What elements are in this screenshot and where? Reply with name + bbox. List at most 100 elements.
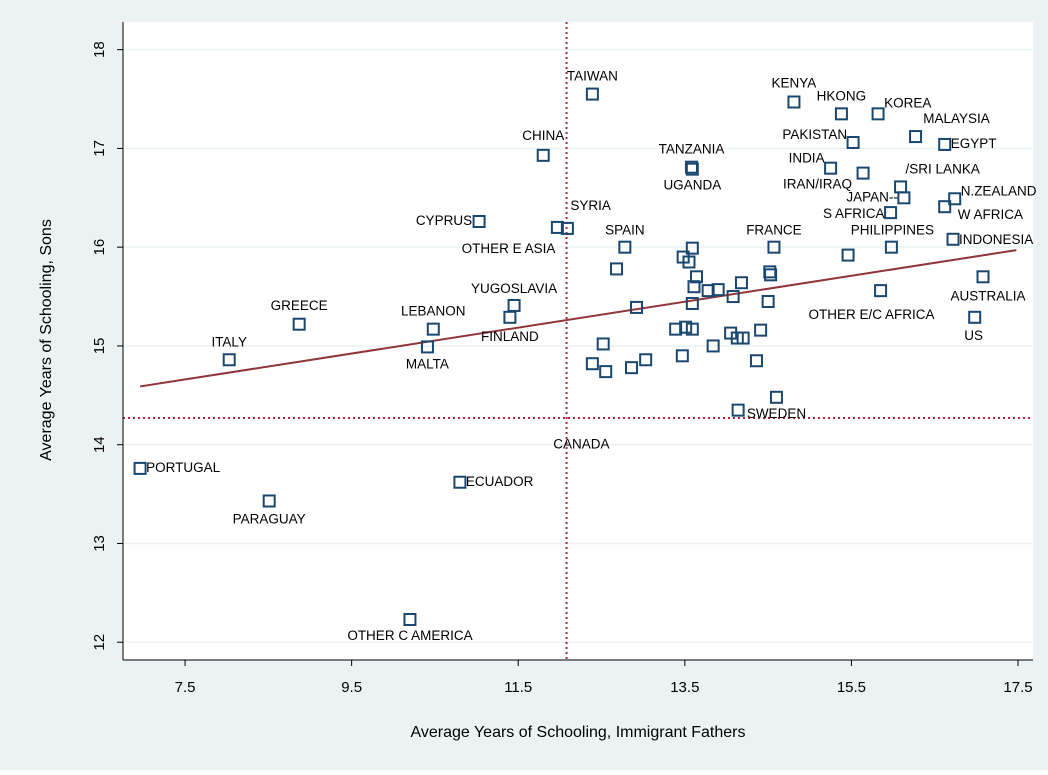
point-label: OTHER E/C AFRICA bbox=[809, 307, 935, 322]
y-tick-label: 12 bbox=[91, 634, 108, 651]
x-tick-label: 11.5 bbox=[504, 679, 532, 696]
point bbox=[630, 300, 644, 314]
point bbox=[426, 322, 440, 336]
point-label: SYRIA bbox=[570, 198, 611, 213]
point bbox=[639, 353, 653, 367]
point bbox=[938, 137, 952, 151]
point-label: LEBANON bbox=[401, 304, 466, 319]
point bbox=[685, 296, 699, 310]
point bbox=[701, 284, 715, 298]
point-label: AUSTRALIA bbox=[951, 288, 1026, 303]
point-label: US bbox=[964, 328, 983, 343]
point-label: TANZANIA bbox=[659, 142, 725, 157]
point bbox=[596, 337, 610, 351]
point-label: YUGOSLAVIA bbox=[471, 281, 557, 296]
point-label: SPAIN bbox=[605, 223, 645, 238]
point-label: GREECE bbox=[271, 298, 328, 313]
point-label: SWEDEN bbox=[747, 406, 806, 421]
point bbox=[675, 349, 689, 363]
plot-area bbox=[123, 22, 1033, 660]
point bbox=[685, 322, 699, 336]
point bbox=[706, 339, 720, 353]
point-label: MALTA bbox=[406, 356, 449, 371]
point bbox=[599, 365, 613, 379]
point-label: OTHER E ASIA bbox=[462, 241, 556, 256]
y-tick-label: 13 bbox=[91, 535, 108, 552]
point bbox=[884, 240, 898, 254]
point bbox=[133, 461, 147, 475]
x-axis-title: Average Years of Schooling, Immigrant Fa… bbox=[411, 724, 746, 741]
point bbox=[687, 280, 701, 294]
point bbox=[734, 276, 748, 290]
point bbox=[767, 240, 781, 254]
point bbox=[787, 95, 801, 109]
point bbox=[669, 322, 683, 336]
point bbox=[769, 390, 783, 404]
point bbox=[403, 613, 417, 627]
point-label: TAIWAN bbox=[567, 69, 618, 84]
fit-line bbox=[139, 249, 1017, 388]
point bbox=[682, 255, 696, 269]
point-label: PARAGUAY bbox=[233, 512, 306, 527]
point bbox=[871, 107, 885, 121]
x-tick-label: 15.5 bbox=[837, 679, 866, 696]
point bbox=[585, 357, 599, 371]
y-axis-title: Average Years of Schooling, Sons bbox=[38, 219, 55, 461]
point bbox=[262, 494, 276, 508]
y-tick-label: 18 bbox=[91, 41, 108, 58]
point bbox=[834, 107, 848, 121]
point bbox=[938, 200, 952, 214]
point-label: MALAYSIA bbox=[923, 111, 990, 126]
point bbox=[749, 354, 763, 368]
point-label: S AFRICA bbox=[823, 206, 885, 221]
point-label: FINLAND bbox=[481, 329, 539, 344]
point-label: KENYA bbox=[772, 76, 817, 91]
x-tick-label: 13.5 bbox=[670, 679, 699, 696]
point bbox=[610, 262, 624, 276]
point bbox=[764, 268, 778, 282]
y-tick-label: 15 bbox=[91, 338, 108, 355]
point-label: INDIA bbox=[789, 151, 825, 166]
point bbox=[472, 214, 486, 228]
point bbox=[909, 130, 923, 144]
point-label: CYPRUS bbox=[416, 213, 472, 228]
point bbox=[585, 87, 599, 101]
grid bbox=[123, 48, 1033, 643]
point-label: ECUADOR bbox=[466, 474, 534, 489]
x-tick-label: 9.5 bbox=[341, 679, 362, 696]
point-label: HKONG bbox=[817, 88, 867, 103]
point-label: CHINA bbox=[522, 128, 564, 143]
y-tick-label: 17 bbox=[91, 140, 108, 157]
point-label: PAKISTAN bbox=[782, 127, 847, 142]
x-tick-label: 17.5 bbox=[1003, 679, 1032, 696]
point-label: KOREA bbox=[884, 95, 931, 110]
point bbox=[503, 310, 517, 324]
x-tick-label: 7.5 bbox=[175, 679, 196, 696]
point bbox=[897, 191, 911, 205]
point bbox=[222, 353, 236, 367]
point-label: ITALY bbox=[211, 334, 247, 349]
point bbox=[948, 192, 962, 206]
point-label: N.ZEALAND bbox=[961, 183, 1037, 198]
point bbox=[550, 220, 564, 234]
point bbox=[711, 283, 725, 297]
point-label: IRAN/IRAQ bbox=[783, 177, 852, 192]
point-label: W AFRICA bbox=[958, 207, 1023, 222]
point bbox=[420, 340, 434, 354]
point bbox=[824, 161, 838, 175]
point-label: /SRI LANKA bbox=[906, 161, 980, 176]
point bbox=[884, 206, 898, 220]
point-label: OTHER C AMERICA bbox=[347, 628, 472, 643]
point bbox=[736, 331, 750, 345]
point-label: PHILIPPINES bbox=[851, 223, 934, 238]
point bbox=[968, 310, 982, 324]
point bbox=[846, 135, 860, 149]
point-label: UGANDA bbox=[663, 178, 721, 193]
point bbox=[754, 323, 768, 337]
point bbox=[560, 221, 574, 235]
point bbox=[453, 475, 467, 489]
point bbox=[731, 403, 745, 417]
point bbox=[292, 317, 306, 331]
point bbox=[976, 270, 990, 284]
